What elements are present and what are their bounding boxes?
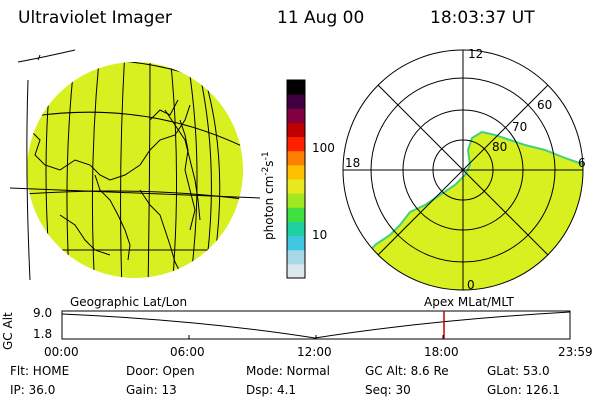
mlat-70-label: 70 — [512, 120, 528, 134]
status-gain: Gain: 13 — [126, 383, 177, 397]
altitude-ytick-top: 9.0 — [33, 306, 53, 320]
status-gc-alt: GC Alt: 8.6 Re — [365, 364, 449, 378]
mlat-60-label: 60 — [537, 98, 553, 112]
status-seq: Seq: 30 — [365, 383, 411, 397]
colorbar-segment — [287, 193, 305, 208]
mlt-6-label: 6 — [578, 156, 586, 170]
status-flt: Flt: HOME — [10, 364, 70, 378]
mlt-18-label: 18 — [345, 156, 361, 170]
status-dsp: Dsp: 4.1 — [246, 383, 297, 397]
mlt-0-label: 0 — [467, 278, 475, 292]
geographic-caption: Geographic Lat/Lon — [70, 295, 188, 309]
time-label: 18:03:37 UT — [430, 8, 535, 28]
mlat-80-label: 80 — [492, 140, 508, 154]
instrument-title: Ultraviolet Imager — [18, 8, 172, 28]
colorbar-segment — [287, 235, 305, 251]
colorbar-segment — [287, 263, 305, 279]
colorbar-unit-label: photon cm-2s-1 — [261, 151, 276, 240]
colorbar-segment — [287, 122, 305, 138]
polar-plot — [342, 49, 584, 291]
colorbar-segment — [287, 80, 305, 95]
colorbar-segment — [287, 150, 305, 166]
mlt-12-label: 12 — [468, 47, 484, 61]
status-glat: GLat: 53.0 — [487, 364, 550, 378]
xtick-2359: 23:59 — [558, 345, 593, 359]
geographic-disk — [9, 49, 261, 281]
colorbar — [286, 79, 306, 279]
colorbar-frame — [286, 79, 306, 279]
xtick-1800: 18:00 — [424, 345, 459, 359]
colorbar-tick-10: 10 — [312, 228, 328, 242]
altitude-ylabel: GC Alt — [1, 312, 15, 350]
xtick-1200: 12:00 — [297, 345, 332, 359]
colorbar-segment — [287, 179, 305, 194]
colorbar-segment — [287, 108, 305, 123]
status-ip: IP: 36.0 — [10, 383, 56, 397]
date-label: 11 Aug 00 — [277, 8, 365, 28]
status-glon: GLon: 126.1 — [487, 383, 560, 397]
status-door: Door: Open — [126, 364, 195, 378]
colorbar-segment — [287, 136, 305, 152]
xtick-0000: 00:00 — [44, 345, 79, 359]
altitude-plot — [61, 310, 571, 340]
colorbar-segment — [287, 207, 305, 222]
colorbar-segment — [287, 94, 305, 109]
altitude-ytick-bottom: 1.8 — [33, 327, 53, 341]
apex-caption: Apex MLat/MLT — [424, 295, 514, 309]
colorbar-segment — [287, 221, 305, 237]
xtick-0600: 06:00 — [170, 345, 205, 359]
colorbar-segment — [287, 164, 305, 180]
status-mode: Mode: Normal — [246, 364, 330, 378]
colorbar-segment — [287, 249, 305, 265]
colorbar-tick-100: 100 — [312, 141, 335, 155]
